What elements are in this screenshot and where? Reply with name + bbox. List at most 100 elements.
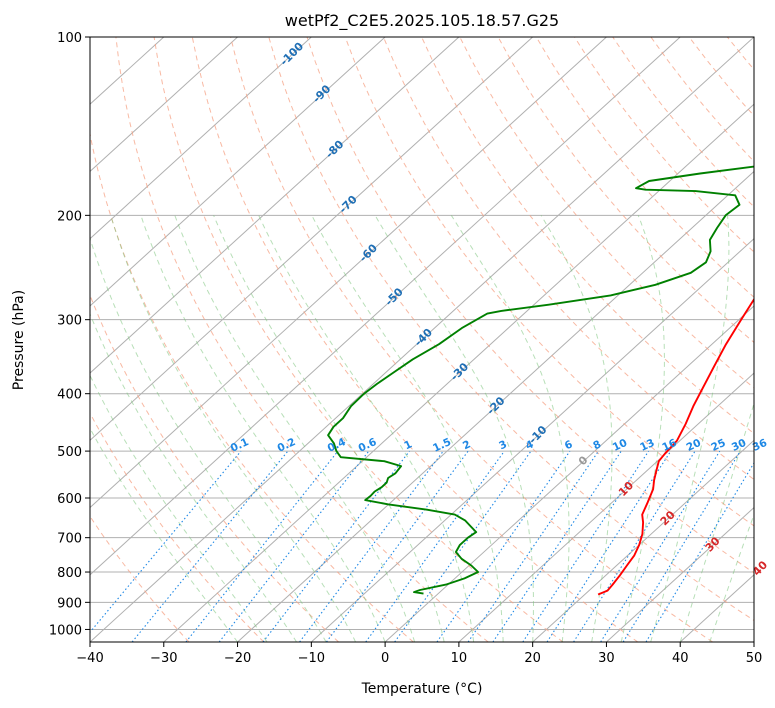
y-tick-label: 400: [57, 388, 82, 403]
mixing-ratio-line: [299, 450, 444, 642]
x-axis-label: Temperature (°C): [361, 681, 483, 697]
series-layer: [327, 165, 754, 596]
mixing-ratio-line: [492, 450, 622, 642]
isotherm: [90, 37, 534, 442]
dry-adiabat: [90, 412, 265, 642]
y-tick-label: 600: [57, 492, 82, 507]
moist-adiabat: [450, 215, 570, 642]
mixing-ratio-line: [645, 461, 754, 642]
x-tick-label: 50: [746, 651, 763, 666]
mixing-ratio-label: 0.4: [326, 436, 348, 455]
y-tick-label: 700: [57, 532, 82, 547]
mixing-ratio-label: 6: [563, 438, 575, 452]
mixing-ratio-label: 4: [524, 438, 536, 452]
y-axis: 100 200 300 400 500 600 700 800 900 1000: [49, 31, 90, 638]
mixing-ratio-label: 2: [461, 438, 473, 452]
mixing-ratio-label: 13: [638, 437, 656, 454]
y-axis-label: Pressure (hPa): [11, 290, 27, 390]
moist-adiabat: [679, 401, 754, 642]
isotherm: [90, 37, 754, 642]
isotherm: [606, 506, 754, 642]
dry-adiabat: [90, 515, 190, 642]
mixing-ratio-line: [600, 450, 721, 642]
moist-adiabat: [213, 215, 445, 642]
dry-adiabat: [115, 37, 489, 642]
dry-adiabat: [153, 37, 564, 642]
mixing-ratio-label: 0.6: [357, 436, 379, 455]
dewpoint-profile: [327, 165, 754, 595]
x-tick-label: 30: [598, 651, 615, 666]
x-tick-label: −40: [76, 651, 103, 666]
isotherm: [90, 37, 681, 576]
mixing-ratio-label: 25: [709, 437, 727, 454]
isotherm: [753, 641, 754, 642]
mixing-ratio-label: 16: [660, 437, 678, 454]
x-tick-label: 10: [451, 651, 468, 666]
chart-title: wetPf2_C2E5.2025.105.18.57.G25: [285, 11, 559, 31]
isotherm: [90, 37, 607, 509]
mixing-ratio-label: 8: [591, 438, 603, 452]
isotherm: [310, 237, 754, 642]
dry-adiabat: [726, 37, 754, 71]
mixing-ratio-line: [394, 450, 532, 642]
x-tick-label: 0: [381, 651, 389, 666]
line-labels: 0.1 0.2 0.4 0.6 1 1.5 2 3 4 6 8 10 13 16 20 25 30 36-100-…: [229, 39, 771, 578]
y-tick-label: 100: [57, 31, 82, 46]
x-tick-label: −30: [150, 651, 177, 666]
dry-adiabat: [90, 293, 339, 642]
mixing-ratio-line: [90, 450, 242, 634]
dry-adiabat: [191, 37, 639, 642]
moist-adiabat: [620, 215, 665, 642]
mixing-ratio-label: 0.1: [229, 436, 251, 455]
mixing-ratio-line: [185, 450, 339, 642]
mixing-ratio-label: 20: [685, 437, 703, 454]
isotherm: [90, 37, 386, 307]
moist-adiabat: [311, 215, 504, 642]
x-axis: −40 −30 −20 −10 0 10 20 30 40 50: [76, 642, 762, 666]
moist-adiabat: [90, 312, 298, 642]
y-tick-label: 500: [57, 445, 82, 460]
mixing-ratio-label: 30: [730, 437, 748, 454]
dry-adiabat: [90, 131, 414, 642]
dry-adiabat: [497, 37, 754, 344]
mixing-ratio-line: [325, 450, 469, 642]
mixing-ratio-line: [218, 450, 370, 642]
dry-adiabat: [535, 37, 754, 298]
y-tick-label: 900: [57, 596, 82, 611]
mixing-ratio-line: [622, 450, 741, 642]
moist-adiabat: [140, 215, 386, 642]
background-lines: [90, 37, 754, 642]
dry-adiabat: [306, 37, 754, 574]
isotherm: [90, 37, 460, 374]
dry-adiabat: [459, 37, 754, 389]
mixing-ratio-label: 36: [751, 437, 769, 454]
y-tick-label: 300: [57, 314, 82, 329]
y-tick-label: 800: [57, 566, 82, 581]
isotherm: [90, 37, 312, 240]
moist-adiabat: [709, 513, 754, 642]
dry-adiabat: [382, 37, 754, 481]
mixing-ratio-line: [467, 450, 599, 642]
dry-adiabat: [421, 37, 754, 435]
moist-adiabat: [258, 215, 475, 642]
isotherm: [384, 305, 754, 642]
mixing-ratio-line: [436, 450, 571, 642]
dry-adiabat: [268, 37, 754, 622]
moist-adiabat: [374, 215, 534, 642]
moist-adiabat: [540, 215, 613, 642]
mixing-ratio-label: 1.5: [431, 436, 453, 455]
moist-adiabat: [90, 374, 268, 642]
mixing-ratio-label: 3: [497, 438, 509, 452]
moist-adiabat: [90, 427, 239, 642]
x-tick-label: 40: [672, 651, 689, 666]
isotherm: [163, 103, 754, 642]
dry-adiabat: [344, 37, 754, 527]
mixing-ratio-line: [573, 450, 696, 642]
moist-adiabat: [174, 215, 416, 642]
isotherm: [90, 37, 238, 173]
mixing-ratio-label: 10: [611, 437, 629, 454]
x-tick-label: 20: [524, 651, 541, 666]
x-tick-label: −10: [298, 651, 325, 666]
mixing-ratio-line: [131, 450, 289, 642]
